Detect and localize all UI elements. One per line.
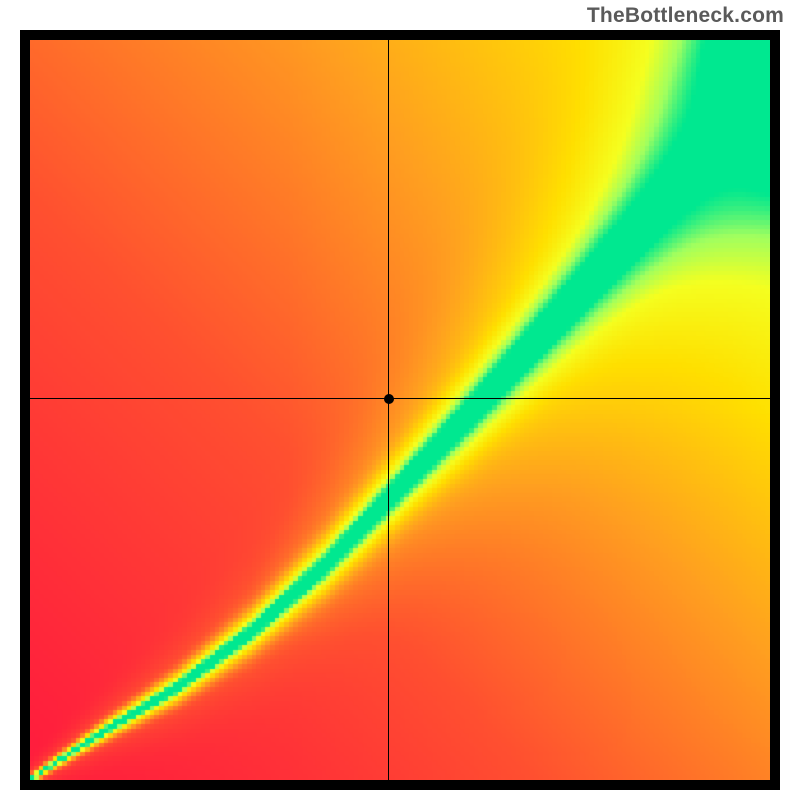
crosshair-marker <box>384 394 394 404</box>
watermark-text: TheBottleneck.com <box>587 4 784 28</box>
heatmap-canvas <box>30 40 770 780</box>
crosshair-vertical <box>388 40 389 780</box>
crosshair-horizontal <box>30 398 770 399</box>
plot-area <box>20 30 780 790</box>
chart-container: TheBottleneck.com <box>0 0 800 800</box>
